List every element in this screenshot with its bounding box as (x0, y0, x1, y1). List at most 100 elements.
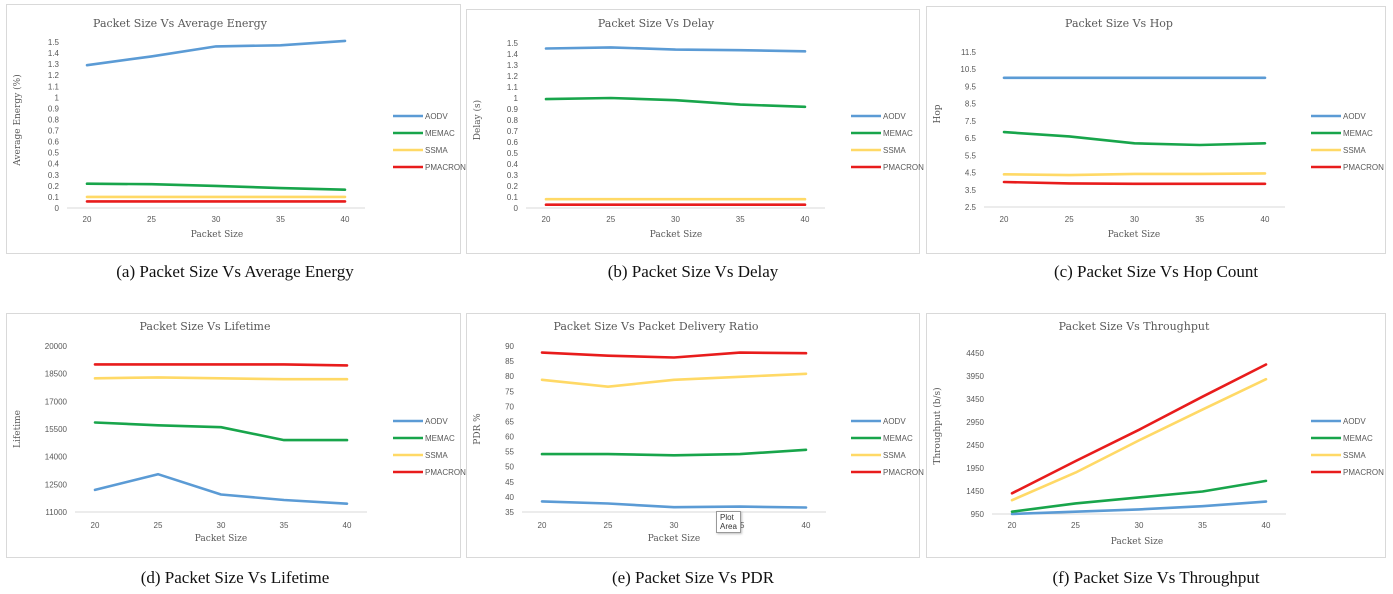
y-tick-label: 11000 (45, 508, 67, 517)
x-tick-label: 20 (542, 215, 551, 224)
series-line-aodv (1010, 500, 1268, 516)
y-tick-label: 7.5 (965, 117, 977, 126)
y-tick-label: 1450 (966, 487, 984, 496)
x-tick-label: 30 (212, 215, 221, 224)
legend-label-ssma: SSMA (883, 451, 906, 460)
x-tick-label: 40 (343, 521, 352, 530)
y-tick-label: 18500 (45, 370, 68, 379)
y-tick-label: 1.5 (48, 38, 60, 47)
caption-e: (e) Packet Size Vs PDR (611, 568, 775, 587)
chart-throughput: Packet Size Vs Throughput 950 1450 1950 2450… (932, 320, 1384, 547)
x-tick-label: 25 (1065, 215, 1074, 224)
x-tick-label: 20 (83, 215, 92, 224)
legend-label-memac: MEMAC (425, 434, 455, 443)
chart-title: Packet Size Vs Throughput (1059, 320, 1210, 333)
y-tick-label: 950 (971, 510, 985, 519)
y-tick-label: 0.7 (48, 127, 60, 136)
y-tick-label: 12500 (45, 480, 68, 489)
series-line-aodv (540, 500, 808, 509)
y-tick-label: 0.9 (48, 104, 60, 113)
y-tick-label: 0 (514, 204, 519, 213)
y-tick-label: 80 (505, 372, 514, 381)
series-line-pmacron (93, 363, 349, 367)
series-line-memac (544, 96, 807, 109)
legend-label-ssma: SSMA (425, 146, 448, 155)
x-tick-label: 20 (91, 521, 100, 530)
x-tick-label: 30 (1130, 215, 1139, 224)
y-tick-label: 3.5 (965, 186, 977, 195)
x-tick-label: 25 (154, 521, 163, 530)
y-tick-label: 8.5 (965, 100, 977, 109)
y-tick-label: 0.6 (507, 138, 519, 147)
legend-label-pmacron: PMACRON (1343, 468, 1384, 477)
legend-label-memac: MEMAC (883, 129, 913, 138)
legend-label-pmacron: PMACRON (1343, 163, 1384, 172)
y-tick-label: 1 (55, 93, 60, 102)
chart-title: Packet Size Vs Average Energy (93, 17, 268, 30)
y-tick-label: 0 (55, 204, 60, 213)
series-line-ssma (1010, 377, 1268, 502)
y-axis-label: PDR % (473, 413, 483, 445)
y-tick-label: 9.5 (965, 82, 977, 91)
y-tick-label: 0.4 (48, 160, 60, 169)
caption-f: (f) Packet Size Vs Throughput (1052, 568, 1260, 587)
caption-a: (a) Packet Size Vs Average Energy (116, 262, 354, 281)
x-tick-label: 35 (1195, 215, 1204, 224)
y-tick-label: 0.1 (48, 193, 60, 202)
x-tick-label: 40 (802, 521, 811, 530)
chart-frame (926, 6, 1386, 254)
y-tick-label: 2.5 (965, 203, 977, 212)
y-tick-label: 0.3 (507, 171, 519, 180)
y-tick-label: 0.5 (507, 149, 519, 158)
caption-c: (c) Packet Size Vs Hop Count (1053, 262, 1259, 281)
y-tick-label: 3950 (966, 372, 984, 381)
series-line-ssma (540, 372, 808, 389)
series-line-pmacron (1002, 180, 1267, 186)
legend-label-pmacron: PMACRON (425, 468, 466, 477)
y-tick-label: 0.4 (507, 160, 519, 169)
x-tick-label: 20 (538, 521, 547, 530)
x-axis-label: Packet Size (1111, 537, 1163, 547)
y-tick-label: 35 (505, 508, 514, 517)
legend-label-pmacron: PMACRON (883, 468, 924, 477)
x-tick-label: 25 (604, 521, 613, 530)
x-axis-label: Packet Size (191, 230, 243, 240)
y-tick-label: 1.1 (507, 83, 519, 92)
y-tick-label: 0.8 (507, 116, 519, 125)
legend-label-ssma: SSMA (1343, 146, 1366, 155)
y-tick-label: 4.5 (965, 169, 977, 178)
caption-d: (d) Packet Size Vs Lifetime (140, 568, 330, 587)
y-tick-label: 6.5 (965, 134, 977, 143)
x-tick-label: 30 (1135, 521, 1144, 530)
y-axis-label: Delay (s) (472, 100, 483, 140)
series-line-memac (93, 421, 349, 442)
legend-label-pmacron: PMACRON (883, 163, 924, 172)
y-tick-label: 0.7 (507, 127, 519, 136)
y-tick-label: 20000 (45, 342, 68, 351)
series-line-pmacron (1010, 363, 1268, 495)
x-tick-label: 25 (1071, 521, 1080, 530)
chart-title: Packet Size Vs Packet Delivery Ratio (553, 320, 758, 333)
chart-lifetime: Packet Size Vs Lifetime 11000 12500 14000 15… (13, 320, 466, 544)
legend-label-memac: MEMAC (1343, 129, 1373, 138)
series-line-memac (1002, 130, 1267, 147)
x-tick-label: 20 (1000, 215, 1009, 224)
y-tick-label: 1.4 (507, 50, 519, 59)
x-tick-label: 30 (217, 521, 226, 530)
legend-label-aodv: AODV (883, 417, 906, 426)
y-tick-label: 4450 (966, 349, 984, 358)
series-line-memac (540, 448, 808, 457)
legend-label-pmacron: PMACRON (425, 163, 466, 172)
y-axis-label: Throughput (b/s) (932, 387, 943, 464)
legend-label-ssma: SSMA (425, 451, 448, 460)
x-tick-label: 25 (606, 215, 615, 224)
legend-label-aodv: AODV (883, 112, 906, 121)
series-line-aodv (93, 472, 349, 506)
chart-frame (6, 313, 461, 558)
x-tick-label: 25 (147, 215, 156, 224)
y-axis-label: Hop (933, 104, 943, 123)
y-tick-label: 11.5 (961, 48, 977, 57)
x-tick-label: 35 (1198, 521, 1207, 530)
chart-frame (926, 313, 1386, 558)
y-tick-label: 1.3 (507, 61, 519, 70)
